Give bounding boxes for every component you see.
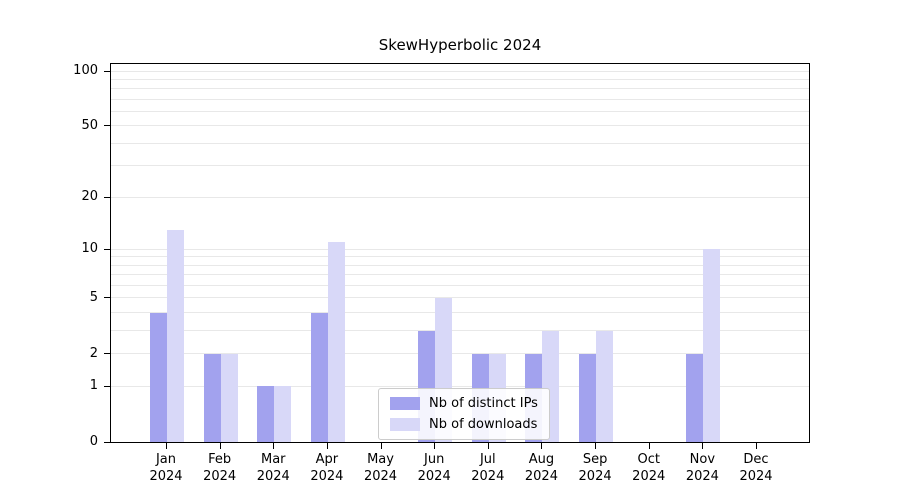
x-axis-tick-mark — [166, 443, 167, 449]
x-axis-tick-label: Apr 2024 — [310, 452, 344, 484]
chart-title: SkewHyperbolic 2024 — [378, 36, 542, 54]
x-axis-tick-label: Jun 2024 — [417, 452, 451, 484]
x-axis-tick-label: Oct 2024 — [632, 452, 666, 484]
x-axis-tick-mark — [326, 443, 328, 449]
y-axis-tick-mark — [104, 385, 110, 387]
x-axis-tick-label: Mar 2024 — [256, 452, 290, 484]
gridline — [111, 353, 809, 355]
gridline — [111, 70, 809, 72]
x-axis-tick-label: Jul 2024 — [471, 452, 505, 484]
x-axis-tick-mark — [487, 443, 489, 449]
gridline — [111, 312, 809, 314]
legend-item-downloads: Nb of downloads — [390, 417, 538, 432]
x-axis-tick-label: Nov 2024 — [685, 452, 719, 484]
bar-downloads — [703, 249, 721, 442]
y-axis-tick-label: 5 — [89, 289, 98, 305]
y-axis-tick-label: 20 — [81, 189, 98, 205]
gridline — [111, 264, 809, 266]
bar-downloads — [327, 242, 345, 442]
bar-distinct-ips — [203, 353, 221, 442]
gridline — [111, 98, 809, 100]
bar-downloads — [220, 353, 238, 442]
gridline — [111, 285, 809, 287]
legend: Nb of distinct IPs Nb of downloads — [378, 388, 550, 440]
legend-swatch-distinct-ips — [390, 397, 420, 410]
x-axis-tick-label: Jan 2024 — [149, 452, 183, 484]
x-axis-tick-mark — [380, 443, 382, 449]
bar-distinct-ips — [310, 312, 328, 442]
legend-label-downloads: Nb of downloads — [429, 417, 538, 432]
bar-downloads — [274, 386, 292, 442]
bar-distinct-ips — [686, 353, 704, 442]
y-axis-tick-label: 100 — [73, 63, 98, 78]
x-axis-tick-mark — [755, 443, 757, 449]
gridline — [111, 78, 809, 80]
legend-item-distinct-ips: Nb of distinct IPs — [390, 396, 538, 411]
y-axis-tick-mark — [104, 125, 110, 127]
gridline — [111, 256, 809, 258]
x-axis-tick-mark — [273, 443, 275, 449]
y-axis-tick-mark — [104, 70, 110, 72]
gridline — [111, 196, 809, 198]
gridline — [111, 165, 809, 167]
legend-label-distinct-ips: Nb of distinct IPs — [429, 396, 538, 411]
y-axis-tick-mark — [104, 353, 110, 355]
gridline — [111, 248, 809, 250]
y-axis-tick-label: 50 — [81, 117, 98, 133]
x-axis-tick-label: Aug 2024 — [524, 452, 558, 484]
gridline — [111, 88, 809, 90]
y-axis-tick-label: 0 — [89, 434, 98, 449]
y-axis-tick-mark — [104, 297, 110, 299]
x-axis-tick-label: Sep 2024 — [578, 452, 612, 484]
x-axis-tick-mark — [702, 443, 704, 449]
gridline — [111, 142, 809, 144]
x-axis-tick-mark — [595, 443, 597, 449]
bar-distinct-ips — [150, 312, 167, 442]
y-axis-tick-label: 1 — [89, 378, 98, 394]
x-axis-tick-mark — [648, 443, 650, 449]
x-axis-tick-mark — [219, 443, 221, 449]
bar-downloads — [167, 229, 184, 442]
gridline — [111, 330, 809, 332]
bar-distinct-ips — [579, 353, 597, 442]
x-axis-tick-label: May 2024 — [363, 452, 398, 484]
gridline — [111, 297, 809, 299]
x-axis-tick-label: Feb 2024 — [203, 452, 237, 484]
gridline — [111, 111, 809, 113]
plot-area — [110, 63, 810, 443]
y-axis-tick-mark — [104, 196, 110, 198]
bar-downloads — [596, 330, 614, 442]
x-axis-tick-label: Dec 2024 — [739, 452, 773, 484]
gridline — [111, 125, 809, 127]
bar-distinct-ips — [257, 386, 275, 442]
y-axis-tick-mark — [104, 441, 110, 443]
gridline — [111, 274, 809, 276]
y-axis-tick-label: 2 — [89, 345, 98, 361]
y-axis-tick-label: 10 — [81, 241, 98, 257]
y-axis-tick-mark — [104, 248, 110, 250]
legend-swatch-downloads — [390, 418, 420, 431]
x-axis-tick-mark — [541, 443, 543, 449]
x-axis-tick-mark — [434, 443, 436, 449]
gridline — [111, 385, 809, 387]
